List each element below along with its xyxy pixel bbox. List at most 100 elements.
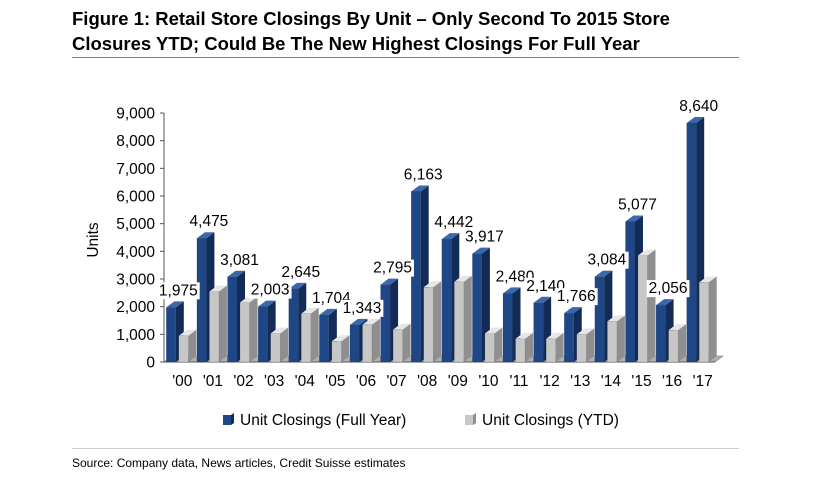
x-tick-label: '16 (662, 373, 682, 390)
bar-ytd (392, 323, 411, 363)
x-tick-label: '08 (417, 373, 437, 390)
x-tick-label: '01 (203, 373, 223, 390)
y-tick-label: 8,000 (116, 133, 155, 150)
bar-ytd-front (454, 281, 465, 363)
bar-ytd-side (678, 324, 687, 362)
data-label-text: 2,795 (373, 260, 412, 277)
bar-full-year-top (349, 318, 368, 325)
data-label: 2,795 (371, 259, 414, 277)
data-label-text: 1,766 (557, 288, 596, 305)
bar-ytd-top (209, 285, 227, 292)
bar-ytd-side (555, 332, 564, 362)
title-divider (72, 57, 739, 58)
data-label-bg (340, 299, 384, 317)
bar-ytd (270, 327, 289, 363)
data-label-text: 2,003 (251, 282, 290, 299)
data-label-bg (677, 97, 721, 115)
data-label-bg (463, 228, 506, 246)
bar-ytd (698, 276, 717, 363)
y-tick-label: 6,000 (116, 189, 155, 206)
data-label-text: 1,975 (159, 282, 198, 299)
bar-ytd-front (698, 282, 709, 363)
y-axis-title: Units (85, 222, 102, 258)
bar-ytd (301, 307, 319, 363)
data-label-text: 3,084 (587, 252, 626, 269)
bar-ytd-side (647, 249, 656, 362)
data-label: 2,645 (279, 263, 323, 281)
bar-ytd-top (301, 307, 319, 314)
bar-ytd-front (484, 333, 495, 363)
bar-full-year-top (503, 287, 521, 294)
bar-ytd-side (218, 285, 227, 362)
data-label-bg (585, 251, 629, 269)
bar-ytd (576, 328, 595, 363)
data-label: 3,081 (218, 251, 261, 269)
data-label: 1,975 (156, 282, 200, 300)
bar-ytd-front (209, 291, 220, 363)
bar-ytd-front (668, 329, 679, 363)
x-tick-label: '06 (356, 373, 376, 390)
bar-ytd-front (576, 334, 587, 363)
x-tick-label: '02 (233, 373, 253, 390)
x-tick-label: '07 (386, 373, 406, 390)
data-label-text: 3,917 (465, 229, 504, 246)
bar-full-year-front (564, 312, 574, 363)
bar-ytd-front (515, 338, 526, 363)
bar-ytd-side (310, 307, 319, 362)
bar-full-year-front (319, 314, 330, 363)
data-label-text: 2,056 (649, 280, 688, 297)
x-tick-label: '10 (478, 373, 499, 390)
bar-full-year-top (441, 233, 460, 240)
x-tick-label: '15 (631, 373, 651, 390)
bar-full-year-front (349, 324, 360, 363)
data-label-bg (432, 214, 476, 232)
bar-full-year-top (656, 299, 674, 306)
bar-full-year-top (472, 247, 490, 254)
bar-ytd (607, 315, 625, 363)
bar-full-year-top (166, 301, 184, 308)
bar-ytd-top (270, 327, 289, 334)
bar-ytd-top (393, 323, 411, 330)
y-tick-label: 9,000 (116, 106, 155, 123)
data-label-bg (218, 251, 261, 269)
data-label: 6,163 (401, 166, 445, 184)
bar-ytd-front (637, 255, 648, 363)
bar-ytd-side (463, 275, 472, 362)
bar-ytd (454, 275, 472, 363)
bar-ytd (545, 332, 564, 363)
data-label-text: 2,645 (281, 264, 320, 281)
y-tick-label: 0 (146, 355, 155, 372)
bar-ytd-top (668, 324, 687, 331)
bar-full-year-top (227, 270, 246, 277)
bar-ytd-front (545, 338, 556, 363)
bar-full-year-top (380, 278, 399, 285)
bar-ytd-side (402, 323, 411, 362)
source-note: Source: Company data, News articles, Cre… (72, 456, 406, 470)
bar-full-year-top (686, 116, 705, 123)
bar-ytd-top (607, 315, 625, 322)
data-label-text: 4,442 (434, 214, 473, 231)
data-label-bg (646, 280, 690, 298)
data-label-bg (187, 213, 231, 231)
bar-ytd (484, 327, 503, 363)
bar-full-year-front (625, 221, 636, 363)
legend-swatch (223, 415, 231, 425)
bar-full-year-front (257, 306, 268, 363)
x-tick-label: '05 (325, 373, 345, 390)
legend: Unit Closings (Full Year) Unit Closings (… (223, 412, 619, 429)
data-label: 1,766 (554, 288, 598, 306)
bar-ytd-top (454, 275, 472, 282)
y-tick-label: 4,000 (116, 244, 155, 261)
bar-full-year-front (288, 288, 299, 363)
bar-ytd (362, 318, 380, 363)
bar-full-year-front (196, 237, 207, 363)
bars-layer (166, 116, 717, 363)
bar-ytd-side (371, 318, 380, 362)
bar-full-year-front (441, 238, 452, 363)
data-label-text: 4,475 (190, 213, 229, 230)
bar-ytd-front (362, 324, 373, 363)
data-label-text: 8,640 (679, 98, 718, 115)
data-label: 4,475 (187, 213, 231, 231)
legend-item-ytd: Unit Closings (YTD) (465, 412, 619, 429)
